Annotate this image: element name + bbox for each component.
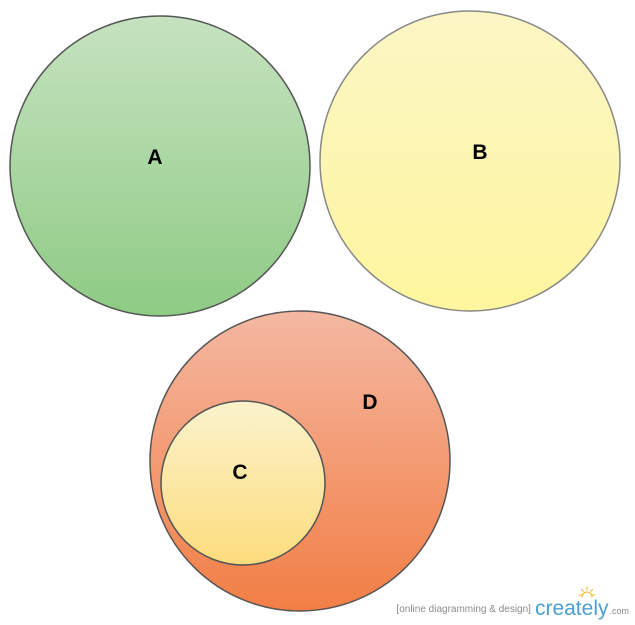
sun-icon [578,586,595,598]
set-c-label: C [232,461,247,484]
watermark-tagline: [online diagramming & design] [396,604,531,615]
set-c[interactable]: C [160,400,326,566]
creately-logo: creately .com [534,586,629,620]
watermark-domain: .com [609,606,629,616]
watermark-brand: creately [534,597,609,620]
set-b[interactable]: B [319,10,621,312]
set-a-label: A [147,146,162,169]
set-b-label: B [472,141,487,164]
set-b-circle [319,10,621,312]
set-a-circle [9,15,311,317]
set-a[interactable]: A [9,15,311,317]
creately-watermark[interactable]: [online diagramming & design] creately .… [396,586,629,620]
set-c-circle [160,400,326,566]
set-d-label: D [362,391,377,414]
